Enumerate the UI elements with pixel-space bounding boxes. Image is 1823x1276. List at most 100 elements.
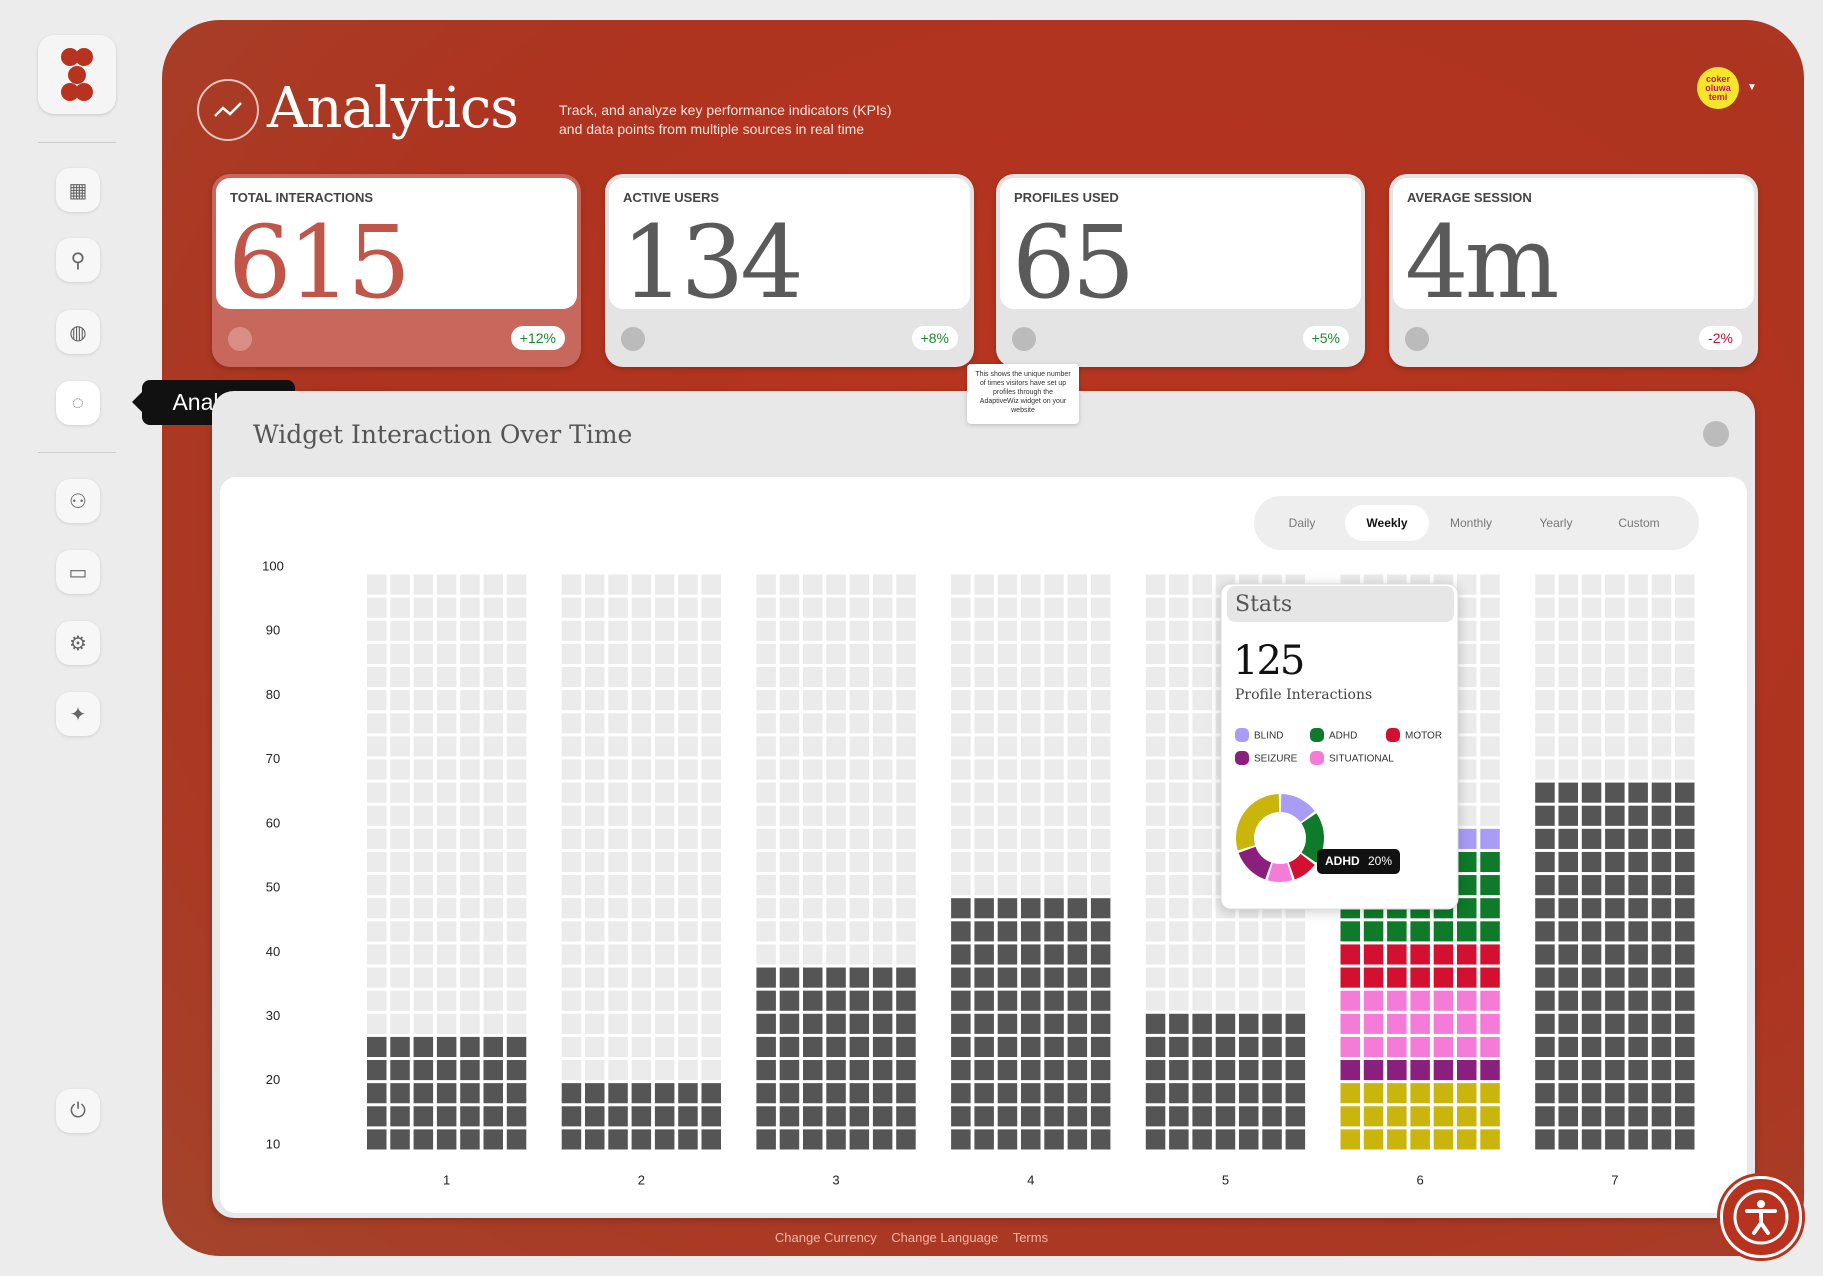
waffle-cell bbox=[561, 1013, 582, 1034]
waffle-cell bbox=[779, 759, 800, 780]
waffle-cell bbox=[561, 759, 582, 780]
waffle-cell bbox=[1628, 759, 1648, 780]
accessibility-button[interactable] bbox=[1720, 1176, 1802, 1258]
waffle-cell bbox=[390, 1036, 410, 1058]
tab[interactable]: Weekly bbox=[1366, 516, 1407, 530]
waffle-cell bbox=[1651, 620, 1672, 641]
power-icon[interactable]: ⏻ bbox=[56, 1089, 100, 1133]
waffle-cell bbox=[1605, 1036, 1625, 1058]
waffle-cell bbox=[1044, 1129, 1064, 1150]
tab[interactable]: Yearly bbox=[1540, 516, 1573, 530]
waffle-cell bbox=[506, 574, 527, 595]
billing-icon[interactable]: ▭ bbox=[56, 550, 100, 594]
footer: Change Currency Change Language Terms bbox=[0, 1230, 1823, 1245]
waffle-cell bbox=[1457, 759, 1477, 780]
waffle-cell bbox=[1480, 1129, 1500, 1150]
waffle-cell bbox=[1605, 921, 1625, 942]
y-tick-label: 40 bbox=[266, 944, 280, 959]
waffle-cell bbox=[678, 713, 698, 734]
waffle-cell bbox=[872, 805, 893, 826]
dashboard-icon[interactable]: ▦ bbox=[56, 168, 100, 212]
tab[interactable]: Custom bbox=[1618, 516, 1659, 530]
waffle-cell bbox=[483, 1106, 503, 1127]
waffle-cell bbox=[1145, 1013, 1166, 1034]
footer-link[interactable]: Terms bbox=[1012, 1230, 1049, 1245]
waffle-cell bbox=[608, 1083, 628, 1104]
waffle-cell bbox=[1581, 574, 1602, 595]
waffle-cell bbox=[951, 1083, 971, 1104]
waffle-cell bbox=[756, 574, 776, 595]
waffle-cell bbox=[1044, 620, 1064, 641]
users-icon[interactable]: ⚇ bbox=[56, 479, 100, 523]
waffle-cell bbox=[997, 574, 1018, 595]
waffle-cell bbox=[896, 666, 916, 688]
waffle-cell bbox=[1433, 1129, 1454, 1150]
waffle-cell bbox=[849, 1036, 870, 1058]
waffle-cell bbox=[483, 1036, 503, 1058]
logo[interactable] bbox=[38, 35, 116, 114]
waffle-cell bbox=[460, 828, 480, 849]
waffle-cell bbox=[367, 1106, 387, 1127]
waffle-cell bbox=[951, 875, 971, 896]
waffle-cell bbox=[1480, 921, 1500, 942]
waffle-cell bbox=[1285, 944, 1306, 965]
tab[interactable]: Daily bbox=[1289, 516, 1316, 530]
waffle-cell bbox=[413, 759, 434, 780]
waffle-cell bbox=[1535, 620, 1555, 641]
waffle-cell bbox=[1581, 851, 1602, 873]
waffle-cell bbox=[951, 574, 971, 595]
waffle-cell bbox=[1067, 713, 1088, 734]
avatar[interactable]: coker oluwa temi bbox=[1697, 67, 1739, 109]
waffle-cell bbox=[849, 574, 870, 595]
waffle-cell bbox=[1192, 574, 1212, 595]
waffle-cell bbox=[951, 643, 971, 664]
waffle-cell bbox=[849, 1013, 870, 1034]
footer-link[interactable]: Change Currency bbox=[774, 1230, 877, 1245]
waffle-cell bbox=[608, 666, 628, 688]
waffle-cell bbox=[826, 898, 846, 919]
divider bbox=[38, 142, 116, 143]
waffle-cell bbox=[1675, 574, 1695, 595]
analytics-icon[interactable]: ◌ bbox=[56, 381, 100, 425]
waffle-cell bbox=[654, 944, 675, 965]
y-tick-label: 90 bbox=[266, 623, 280, 638]
waffle-cell bbox=[1581, 713, 1602, 734]
avatar-caret[interactable]: ▼ bbox=[1747, 82, 1757, 93]
waffle-cell bbox=[1628, 574, 1648, 595]
waffle-cell bbox=[1044, 736, 1064, 757]
waffle-cell bbox=[367, 1060, 387, 1081]
waffle-cell bbox=[608, 782, 628, 803]
stats-card bbox=[1220, 583, 1459, 910]
globe-icon[interactable]: ◍ bbox=[56, 310, 100, 354]
waffle-cell bbox=[896, 1060, 916, 1081]
waffle-cell bbox=[1605, 597, 1625, 618]
waffle-cell bbox=[413, 1129, 434, 1150]
info-icon[interactable] bbox=[1703, 421, 1729, 447]
waffle-cell bbox=[896, 736, 916, 757]
waffle-cell bbox=[413, 643, 434, 664]
waffle-cell bbox=[1433, 967, 1454, 988]
y-tick-label: 100 bbox=[262, 558, 284, 573]
waffle-cell bbox=[1021, 1060, 1041, 1081]
key-icon[interactable]: ⚲ bbox=[56, 238, 100, 282]
waffle-cell bbox=[1145, 851, 1166, 873]
waffle-cell bbox=[1262, 1083, 1282, 1104]
waffle-cell bbox=[1558, 597, 1578, 618]
tab[interactable]: Monthly bbox=[1450, 516, 1492, 530]
spark-icon[interactable]: ✦ bbox=[56, 692, 100, 736]
waffle-cell bbox=[483, 1013, 503, 1034]
waffle-cell bbox=[1535, 759, 1555, 780]
waffle-cell bbox=[849, 759, 870, 780]
waffle-cell bbox=[1363, 1129, 1384, 1150]
waffle-cell bbox=[1044, 574, 1064, 595]
waffle-cell bbox=[803, 944, 823, 965]
settings-icon[interactable]: ⚙ bbox=[56, 621, 100, 665]
waffle-cell bbox=[483, 851, 503, 873]
waffle-cell bbox=[1067, 828, 1088, 849]
waffle-cell bbox=[654, 759, 675, 780]
waffle-cell bbox=[436, 574, 457, 595]
waffle-cell bbox=[1090, 713, 1111, 734]
waffle-cell bbox=[1169, 898, 1189, 919]
footer-link[interactable]: Change Language bbox=[891, 1230, 999, 1245]
waffle-cell bbox=[849, 666, 870, 688]
